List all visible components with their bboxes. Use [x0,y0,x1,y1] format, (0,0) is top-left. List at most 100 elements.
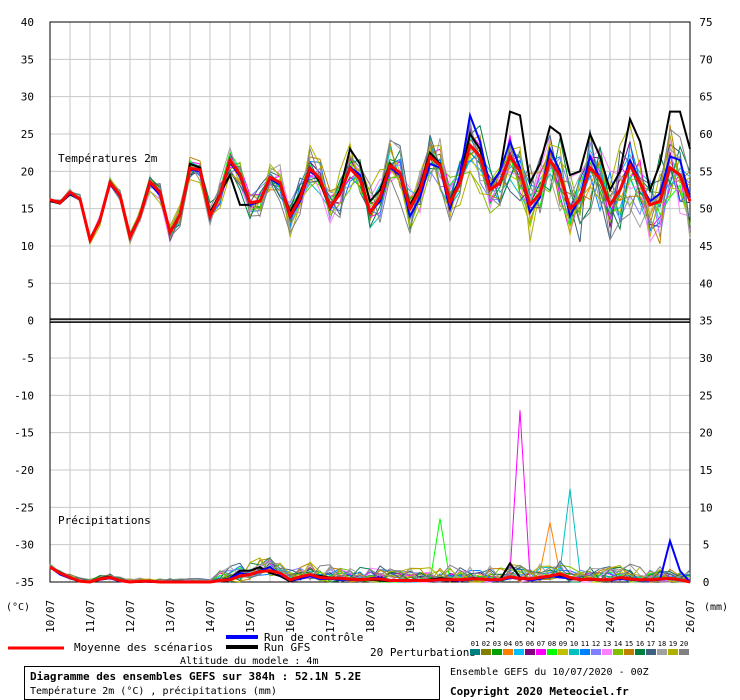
legend-gfs-label: Run GFS [264,641,310,654]
y-tick-label-right: 0 [703,576,710,589]
y-tick-label-right: 60 [699,128,712,141]
perturbation-number: 19 [669,640,677,648]
perturbation-swatch [591,649,601,655]
y-tick-label-right: 55 [699,165,712,178]
perturbation-swatch [668,649,678,655]
y-tick-label-right: 70 [699,53,712,66]
y-tick-label-left: -10 [14,389,34,402]
temperature-section-label: Températures 2m [58,152,158,165]
perturbation-swatch [514,649,524,655]
copyright: Copyright 2020 Meteociel.fr [450,685,629,698]
perturbation-number: 05 [515,640,523,648]
perturbation-swatch [547,649,557,655]
x-tick-label: 14/07 [204,600,217,633]
perturbation-number: 06 [526,640,534,648]
perturbation-number: 20 [680,640,688,648]
perturbation-swatch [635,649,645,655]
x-tick-label: 22/07 [524,600,537,633]
x-tick-label: 16/07 [284,600,297,633]
legend-mean-label: Moyenne des scénarios [74,641,213,654]
grid [49,21,691,583]
y-tick-label-right: 5 [703,539,710,552]
perturbation-number: 15 [625,640,633,648]
y-tick-label-left: 40 [21,16,34,29]
y-tick-label-right: 20 [699,427,712,440]
precip-section-label: Précipitations [58,514,151,527]
perturbation-number: 08 [548,640,556,648]
y-tick-label-left: 10 [21,240,34,253]
perturbation-swatch [525,649,535,655]
mean-precip-line [49,565,691,584]
x-tick-label: 21/07 [484,600,497,633]
perturbation-swatch [569,649,579,655]
perturbation-swatch [580,649,590,655]
perturbation-number: 04 [504,640,512,648]
perturbation-swatch [470,649,480,655]
x-tick-label: 18/07 [364,600,377,633]
perturbation-temp-line [49,123,691,245]
perturbation-swatch [481,649,491,655]
perturbation-number: 07 [537,640,545,648]
run-info: Ensemble GEFS du 10/07/2020 - 00Z [450,667,649,678]
perturbation-swatch [492,649,502,655]
perturbation-swatch [602,649,612,655]
y-tick-label-left: 20 [21,165,34,178]
y-tick-label-right: 15 [699,464,712,477]
perturbation-swatch [679,649,689,655]
perturbation-swatch [536,649,546,655]
y-tick-label-left: -30 [14,539,34,552]
x-tick-label: 24/07 [604,600,617,633]
perturbation-swatch [503,649,513,655]
perturbation-number: 09 [559,640,567,648]
chart-subtitle: Température 2m (°C) , précipitations (mm… [30,686,277,697]
perturbation-number: 01 [471,640,479,648]
perturbation-number: 14 [614,640,622,648]
altitude-note: Altitude du modele : 4m [180,656,318,667]
y-tick-label-right: 35 [699,315,712,328]
x-tick-label: 15/07 [244,600,257,633]
left-unit-label: (°C) [6,602,30,613]
y-tick-label-right: 45 [699,240,712,253]
y-tick-label-left: 15 [21,203,34,216]
x-tick-label: 23/07 [564,600,577,633]
y-tick-label-left: 5 [27,277,34,290]
perturbation-number: 03 [493,640,501,648]
perturbation-number: 13 [603,640,611,648]
legend-perturbations-label: 20 Perturbations [370,646,476,659]
y-tick-label-left: -15 [14,427,34,440]
x-tick-label: 19/07 [404,600,417,633]
y-tick-label-right: 10 [699,501,712,514]
y-tick-label-right: 30 [699,352,712,365]
perturbation-number: 10 [570,640,578,648]
perturbation-swatch [558,649,568,655]
y-tick-label-left: 30 [21,91,34,104]
x-tick-label: 11/07 [84,600,97,633]
perturbation-number: 16 [636,640,644,648]
axes: 4035302520151050-5-10-15-20-25-30-357570… [6,16,728,633]
legend-control-label: Run de contrôle [264,631,363,644]
perturbation-number: 18 [658,640,666,648]
x-tick-label: 10/07 [44,600,57,633]
y-tick-label-right: 25 [699,389,712,402]
x-tick-label: 17/07 [324,600,337,633]
perturbation-number: 11 [581,640,589,648]
y-tick-label-left: -35 [14,576,34,589]
perturbation-number: 12 [592,640,600,648]
y-tick-label-left: 25 [21,128,34,141]
x-tick-label: 13/07 [164,600,177,633]
series [49,110,692,584]
right-unit-label: (mm) [704,602,728,613]
y-tick-label-right: 75 [699,16,712,29]
perturbation-number: 02 [482,640,490,648]
chart-title: Diagramme des ensembles GEFS sur 384h : … [30,670,362,683]
perturbation-swatch [657,649,667,655]
y-tick-label-left: -20 [14,464,34,477]
x-tick-label: 26/07 [684,600,697,633]
y-tick-label-left: -25 [14,501,34,514]
y-tick-label-left: 0 [27,315,34,328]
mean-temp-line [49,142,692,245]
x-tick-label: 20/07 [444,600,457,633]
perturbation-swatch [646,649,656,655]
footer-box [24,666,440,700]
